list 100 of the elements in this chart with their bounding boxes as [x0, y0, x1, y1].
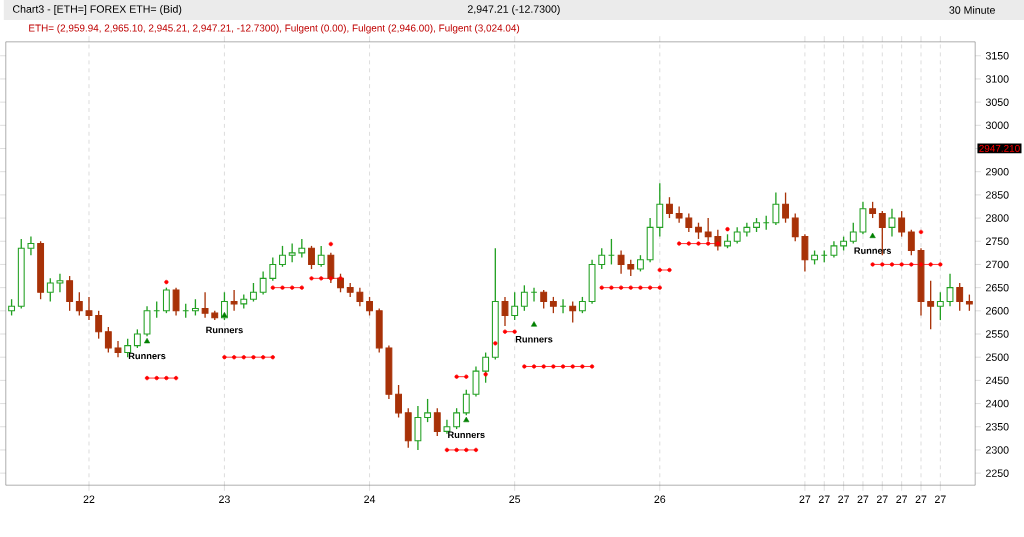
point — [280, 285, 285, 290]
candlestick — [791, 212, 799, 242]
candlestick — [453, 407, 461, 430]
y-tick-label: 2750 — [986, 237, 1009, 246]
point — [551, 364, 556, 369]
candlestick — [656, 182, 664, 238]
point — [290, 285, 295, 290]
point — [444, 447, 450, 453]
candlestick — [172, 286, 180, 317]
annotation: Runners — [448, 431, 485, 439]
candlestick — [75, 291, 83, 317]
y-tick-label: 2900 — [986, 167, 1009, 176]
y-tick-label: 2600 — [986, 307, 1009, 315]
candlestick — [472, 365, 480, 398]
candlestick — [501, 296, 509, 327]
y-tick-label: 2550 — [986, 330, 1009, 338]
point — [657, 285, 662, 290]
candlestick — [482, 351, 490, 384]
point — [454, 447, 459, 453]
candlestick — [782, 191, 789, 224]
candlestick — [95, 310, 103, 340]
point — [599, 285, 604, 290]
candlestick — [279, 245, 286, 268]
candlestick — [849, 222, 857, 245]
point — [869, 232, 876, 239]
y-tick-label: 2250 — [986, 469, 1009, 477]
candlestick — [133, 328, 141, 349]
point — [677, 241, 682, 246]
point — [221, 312, 228, 318]
x-tick-label: 27 — [799, 495, 811, 503]
candlestick — [907, 229, 915, 256]
point — [938, 262, 943, 267]
candlestick — [617, 249, 625, 275]
candlestick — [27, 235, 35, 256]
y-tick-label: 3000 — [985, 121, 1009, 130]
candlestick — [956, 282, 964, 312]
candlestick — [143, 305, 151, 337]
text: 2,947.21 (-12.7300) — [467, 5, 560, 15]
point — [464, 447, 469, 453]
x-tick-label: 27 — [915, 495, 927, 503]
candlestick — [424, 398, 432, 423]
point — [483, 372, 488, 377]
x-tick-label: 26 — [654, 495, 666, 504]
point — [309, 276, 314, 281]
point — [686, 241, 691, 246]
point — [618, 285, 624, 290]
point — [899, 262, 904, 267]
x-tick-label: 23 — [219, 495, 230, 504]
candlestick — [772, 191, 780, 226]
candlestick — [675, 205, 683, 224]
candlestick — [704, 217, 712, 242]
candlestick — [433, 407, 441, 437]
y-tick-label: 2850 — [986, 191, 1009, 199]
point — [164, 279, 169, 285]
point — [299, 285, 304, 290]
point — [261, 355, 266, 360]
text: 2947.210 — [979, 144, 1020, 152]
y-tick-label: 3100 — [985, 75, 1009, 83]
annotation: Runners — [206, 326, 243, 334]
candlestick — [201, 291, 209, 319]
point — [338, 276, 343, 281]
point — [870, 262, 875, 267]
point — [638, 285, 643, 290]
text: 30 Minute — [949, 6, 995, 14]
point — [628, 285, 633, 290]
point — [647, 285, 653, 290]
candlestick — [269, 256, 277, 282]
point — [696, 241, 701, 246]
chart-title: Chart3 - [ETH=] FOREX ETH= (Bid) — [12, 5, 182, 15]
point — [589, 364, 595, 369]
candlestick — [898, 210, 906, 238]
point — [918, 229, 924, 235]
y-tick-label: 3050 — [985, 98, 1009, 106]
annotation: Runners — [515, 336, 553, 343]
candlestick — [114, 340, 122, 358]
candlestick — [250, 282, 257, 303]
annotation: Runners — [128, 352, 166, 360]
candlestick — [308, 245, 315, 270]
point — [667, 267, 672, 273]
point — [522, 364, 527, 369]
y-tick-label: 2800 — [986, 214, 1009, 222]
point — [328, 276, 333, 281]
candlestick — [927, 280, 935, 331]
candlestick — [859, 201, 867, 235]
candlestick — [366, 296, 373, 317]
candlestick — [259, 270, 267, 296]
x-tick-label: 27 — [876, 495, 888, 503]
point — [570, 364, 575, 369]
candlestick — [598, 247, 606, 270]
candlestick — [511, 291, 519, 321]
candlestick — [888, 208, 896, 238]
point — [657, 267, 662, 273]
point — [270, 355, 275, 360]
candlestick — [66, 275, 74, 312]
y-tick-label: 3150 — [985, 52, 1009, 60]
candlestick — [317, 245, 325, 268]
x-tick-label: 27 — [896, 495, 908, 503]
point — [473, 447, 479, 453]
x-tick-label: 27 — [838, 495, 849, 503]
point — [319, 276, 324, 281]
